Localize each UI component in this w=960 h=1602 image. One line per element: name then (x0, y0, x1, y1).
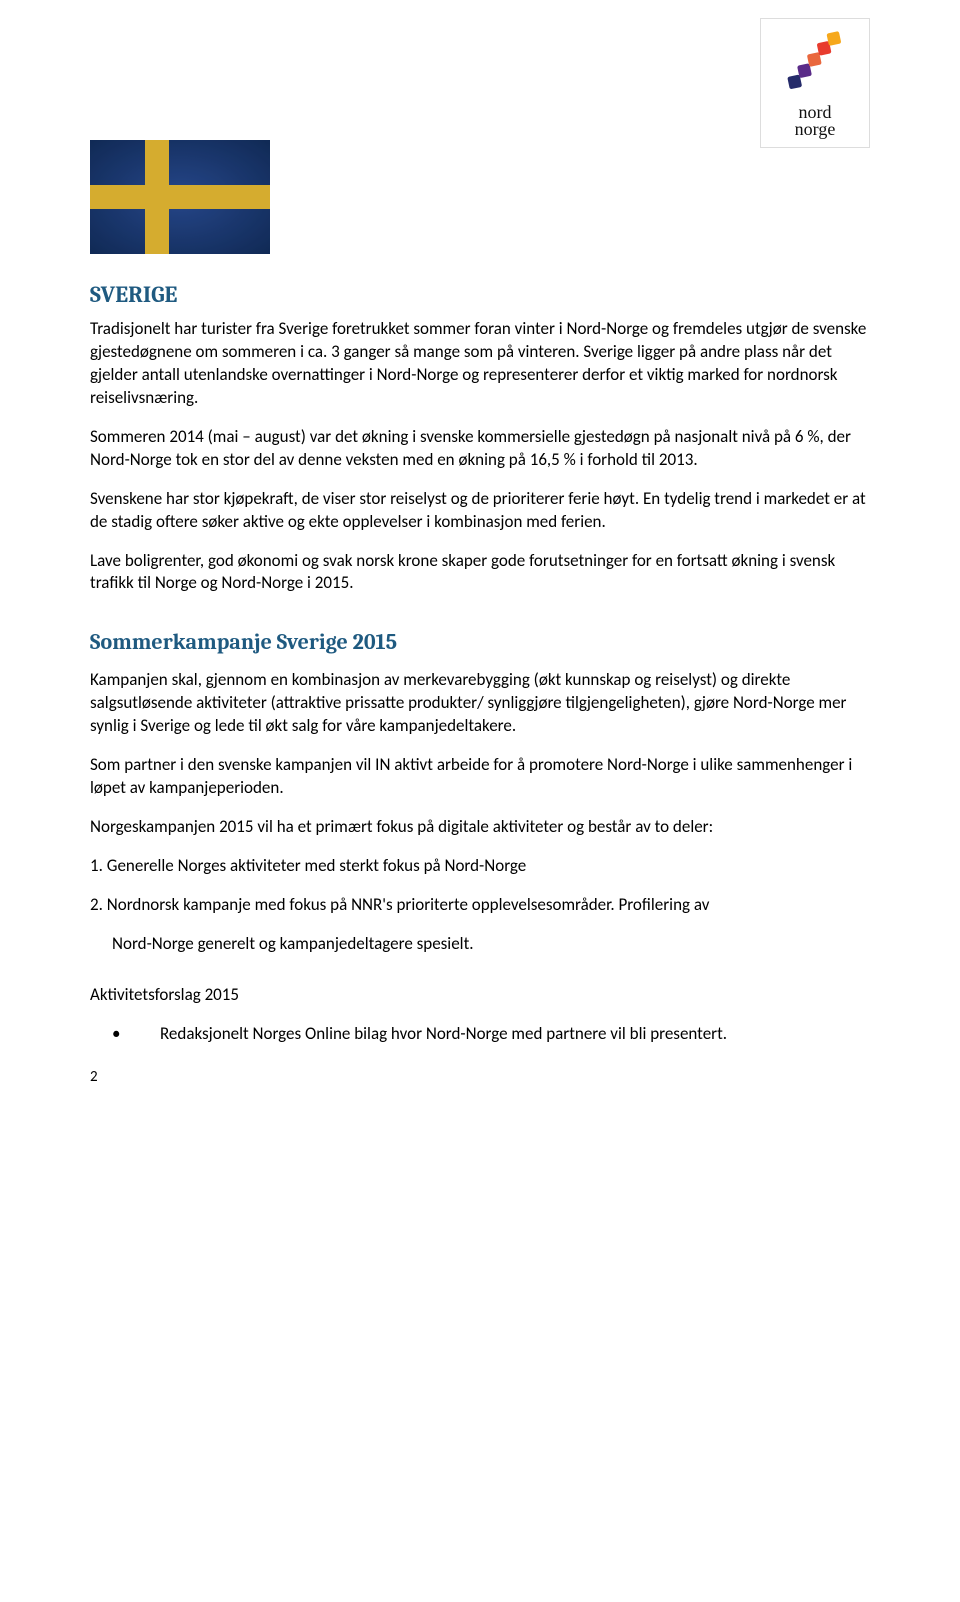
intro-paragraph-2: Sommeren 2014 (mai – august) var det økn… (90, 426, 870, 472)
campaign-indent-line: Nord-Norge generelt og kampanjedeltagere… (90, 933, 870, 956)
activities-list: Redaksjonelt Norges Online bilag hvor No… (90, 1023, 870, 1046)
campaign-paragraph-1: Kampanjen skal, gjennom en kombinasjon a… (90, 669, 870, 738)
logo-text: nord norge (795, 104, 836, 138)
activity-item: Redaksjonelt Norges Online bilag hvor No… (90, 1023, 870, 1046)
campaign-paragraph-5: 2. Nordnorsk kampanje med fokus på NNR's… (90, 894, 870, 917)
intro-paragraph-3: Svenskene har stor kjøpekraft, de viser … (90, 488, 870, 534)
campaign-heading: Sommerkampanje Sverige 2015 (90, 629, 870, 655)
logo-line2: norge (795, 119, 836, 139)
activities-heading: Aktivitetsforslag 2015 (90, 984, 870, 1005)
intro-paragraph-4: Lave boligrenter, god økonomi og svak no… (90, 550, 870, 596)
campaign-paragraph-3: Norgeskampanjen 2015 vil ha et primært f… (90, 816, 870, 839)
sweden-flag-icon (90, 140, 270, 254)
page-number: 2 (90, 1068, 98, 1086)
campaign-paragraph-2: Som partner i den svenske kampanjen vil … (90, 754, 870, 800)
brand-logo: nord norge (760, 18, 870, 148)
logo-mark-icon (780, 28, 850, 98)
campaign-paragraph-4: 1. Generelle Norges aktiviteter med ster… (90, 855, 870, 878)
intro-paragraph-1: Tradisjonelt har turister fra Sverige fo… (90, 318, 870, 410)
country-heading: SVERIGE (90, 281, 870, 308)
